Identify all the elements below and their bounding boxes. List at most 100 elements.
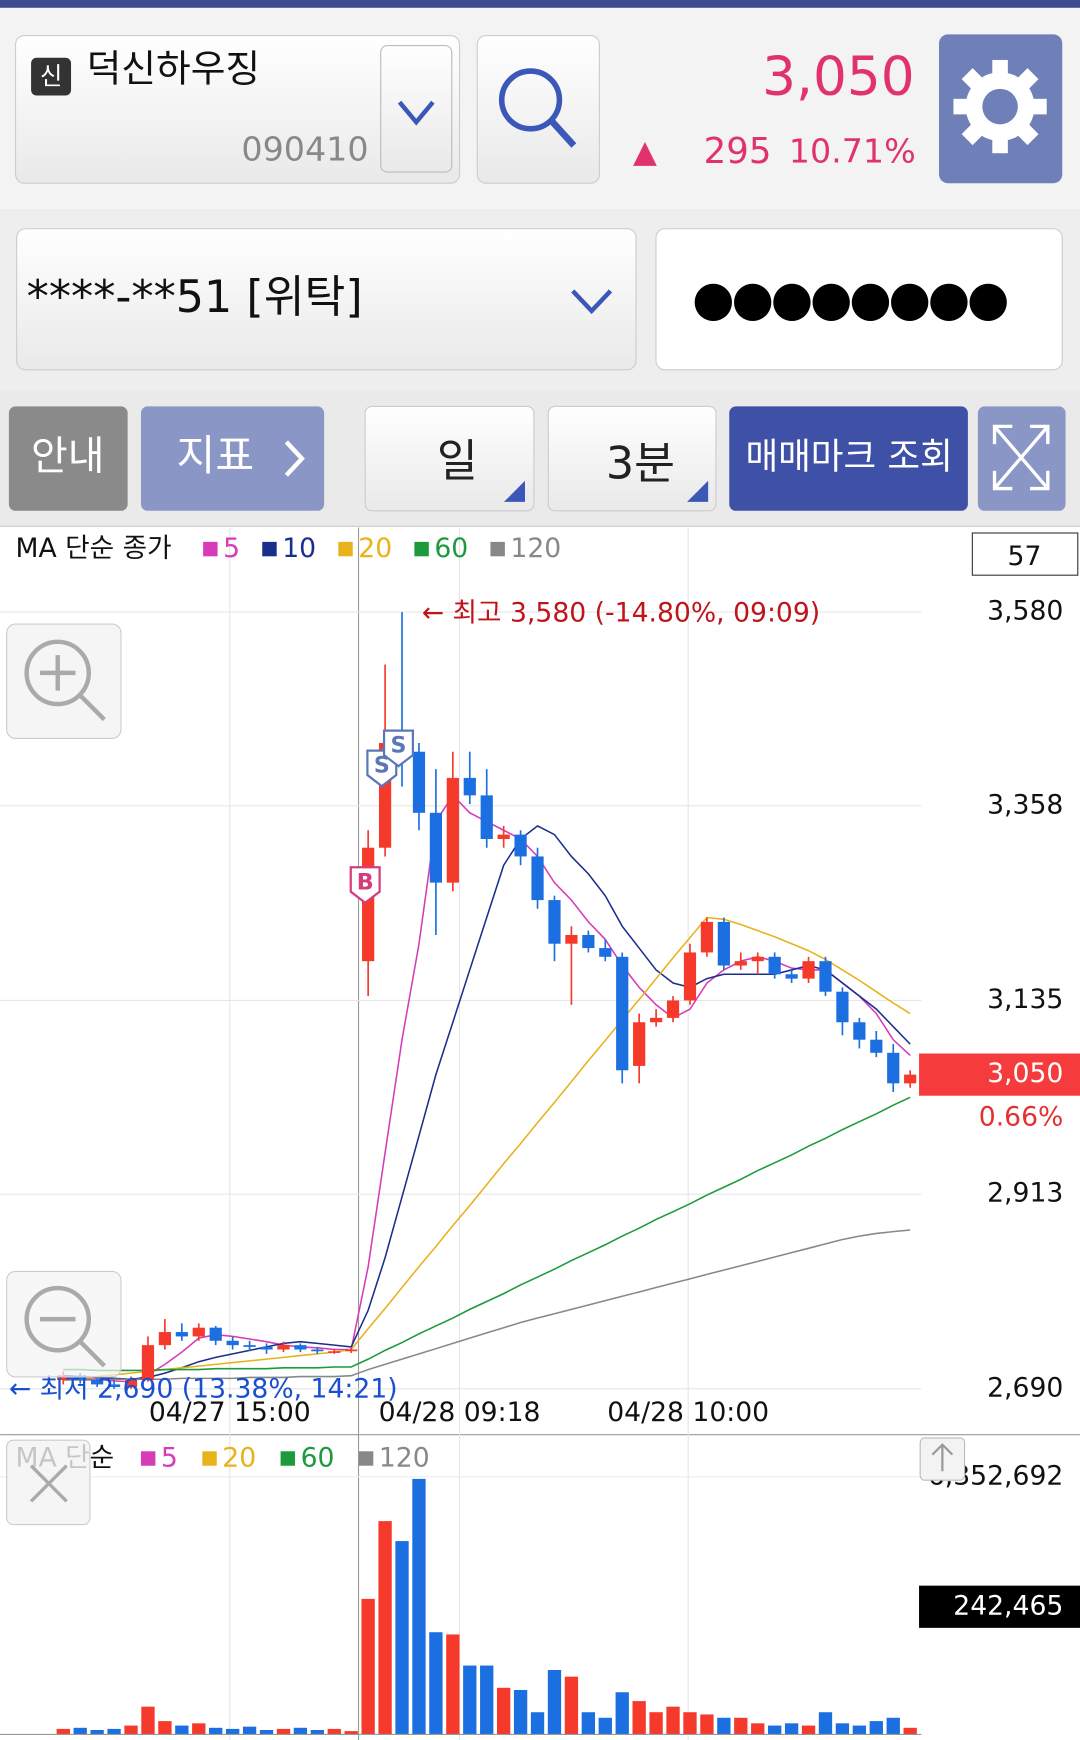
candle-body <box>853 1022 866 1040</box>
candle-body <box>175 1332 188 1337</box>
volume-bar <box>480 1665 494 1735</box>
volume-bar <box>598 1717 612 1735</box>
candle-body <box>209 1327 222 1341</box>
candle-body <box>649 1017 663 1023</box>
candle-body <box>429 812 443 883</box>
button-label: 안내 <box>31 434 105 480</box>
button[interactable] <box>364 405 535 512</box>
legend-swatch <box>202 1451 217 1466</box>
stock-box[interactable] <box>14 34 461 184</box>
candle-body <box>192 1327 205 1337</box>
candle-body <box>666 1000 680 1018</box>
candle-body <box>565 934 578 944</box>
candle-body <box>260 1346 273 1350</box>
candle-body <box>277 1345 290 1350</box>
volume-bar <box>683 1712 697 1735</box>
trade-mark-label: B <box>357 869 374 895</box>
trade-mark-label: S <box>390 733 406 759</box>
volume-bar <box>259 1729 274 1735</box>
volume-bar <box>73 1727 87 1735</box>
trade-mark <box>382 729 415 768</box>
candle-body <box>497 834 510 839</box>
account-box[interactable] <box>16 228 637 371</box>
badge-text: 신 <box>40 62 62 91</box>
count-label: 57 <box>1008 541 1042 572</box>
ma-line <box>63 825 911 1381</box>
volume-bar <box>615 1692 629 1735</box>
legend-swatch <box>490 541 505 557</box>
volume-bar <box>869 1721 883 1735</box>
trade-mark-label: S <box>374 753 390 779</box>
ma-line <box>63 916 911 1381</box>
candle-body <box>91 1380 104 1385</box>
volume-bar <box>107 1728 121 1735</box>
volume-bar <box>344 1731 358 1735</box>
candle-body <box>412 751 426 813</box>
button-label: 일 <box>437 436 478 487</box>
button[interactable] <box>140 406 325 511</box>
ma-line <box>63 794 911 1383</box>
volume-bar <box>801 1725 816 1735</box>
button[interactable] <box>547 405 717 512</box>
dropdown[interactable] <box>380 44 453 173</box>
expand-icon <box>992 424 1050 491</box>
button[interactable] <box>8 406 128 511</box>
candle-body <box>616 956 629 1071</box>
candle-body <box>700 921 714 953</box>
candle-body <box>734 961 747 966</box>
volume-bar <box>717 1717 731 1735</box>
stock-code: 090410 <box>241 130 368 169</box>
volume-bar <box>412 1478 426 1735</box>
volume-bar <box>310 1729 324 1735</box>
candle-body <box>904 1074 917 1084</box>
volume-bar <box>395 1541 409 1735</box>
candle-body <box>599 948 612 957</box>
volume-bar <box>293 1727 308 1735</box>
candle-body <box>548 900 561 944</box>
search-button[interactable] <box>476 34 600 184</box>
volume-bar <box>327 1728 341 1735</box>
volume-bar <box>429 1632 443 1735</box>
legend-swatch <box>280 1451 296 1466</box>
button[interactable] <box>729 406 968 511</box>
legend-swatch <box>203 541 218 557</box>
volume-bar <box>818 1712 833 1735</box>
volume-bar <box>56 1728 70 1735</box>
volume-bar <box>446 1634 460 1735</box>
zoom-icon <box>24 639 92 707</box>
up-icon <box>931 1443 954 1472</box>
y-tick-label: 2,913 <box>987 1178 1063 1209</box>
volume-bar <box>158 1721 172 1735</box>
account-number: ****-**51 [위탁] <box>27 272 363 323</box>
legend-label: 60 <box>301 1443 335 1474</box>
password-box[interactable] <box>655 228 1063 371</box>
y-tick-label: 3,135 <box>987 984 1063 1015</box>
candle-body <box>226 1340 239 1346</box>
volume-bar <box>768 1725 782 1735</box>
search-icon <box>498 68 563 132</box>
change: 295 <box>704 131 772 172</box>
button-label: 3분 <box>606 438 675 489</box>
candle-body <box>717 921 730 966</box>
legend-title: MA 단순 종가 <box>16 533 172 564</box>
x-tick-label: 04/28 10:00 <box>607 1397 769 1428</box>
candle-body <box>124 1380 138 1388</box>
volume-bar <box>276 1728 291 1735</box>
trade-mark <box>349 866 381 905</box>
low-annotation: ← 최저 2,690 (13.38%, 14:21) <box>9 1374 398 1405</box>
volume-bar <box>649 1712 663 1735</box>
volume-bar <box>547 1670 562 1735</box>
candle-body <box>514 834 527 857</box>
volume-bar <box>175 1725 189 1735</box>
candle-body <box>887 1052 900 1084</box>
legend-label: 20 <box>222 1443 256 1474</box>
y-tick-label: 2,690 <box>987 1372 1063 1403</box>
legend-label: 10 <box>282 533 316 564</box>
candle-body <box>446 777 459 883</box>
volume-bar <box>90 1729 104 1735</box>
candle-body <box>362 847 375 962</box>
volume-bar <box>734 1717 748 1735</box>
chevron <box>397 100 435 126</box>
